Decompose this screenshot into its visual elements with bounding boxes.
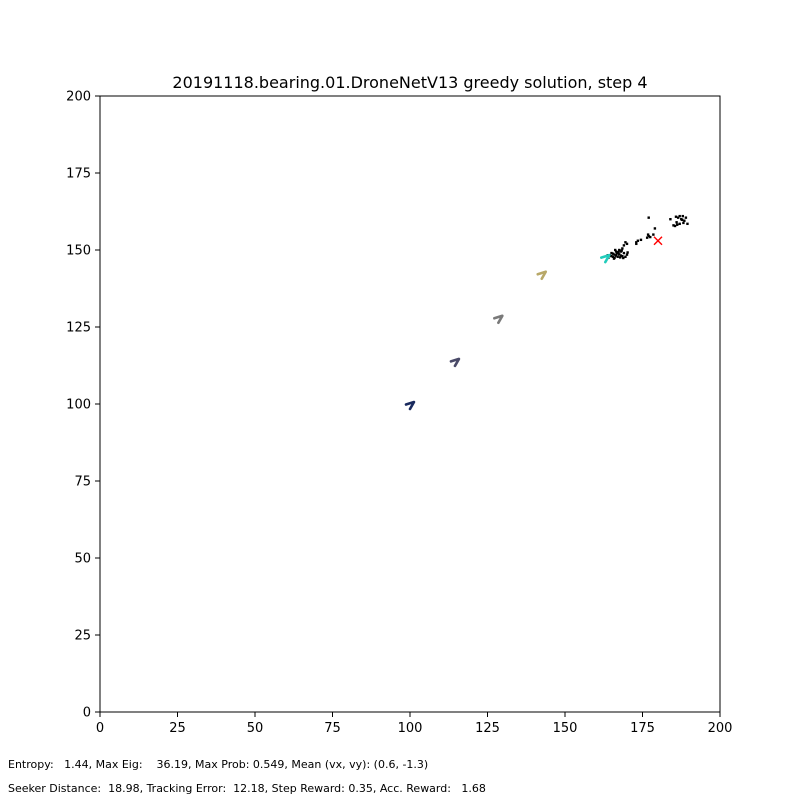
- y-tick-label: 150: [66, 244, 91, 259]
- particle-point: [673, 224, 677, 228]
- particle-point: [619, 254, 622, 257]
- seeker-position-marker: [600, 253, 611, 264]
- x-tick-label: 75: [324, 721, 341, 736]
- y-tick-label: 25: [74, 629, 91, 644]
- particle-point: [647, 216, 650, 219]
- particle-point: [617, 250, 620, 254]
- y-tick-label: 75: [74, 475, 91, 490]
- particle-point: [646, 233, 650, 236]
- particle-point: [622, 251, 626, 255]
- x-tick-label: 200: [708, 721, 733, 736]
- particle-point: [621, 247, 624, 250]
- x-tick-label: 25: [169, 721, 186, 736]
- x-tick-label: 100: [398, 721, 423, 736]
- seeker-position-marker: [493, 314, 504, 325]
- y-axis: 0 25 50 75 100 125 150 175 200: [66, 90, 100, 721]
- target-marker: [653, 236, 663, 246]
- particle-point: [682, 221, 685, 225]
- particle-point: [635, 241, 638, 244]
- particle-point: [676, 223, 679, 226]
- seeker-position-marker: [449, 357, 461, 368]
- particle-point: [625, 253, 629, 256]
- target-x-stroke: [653, 236, 663, 246]
- particle-point: [620, 249, 623, 252]
- particle-point: [616, 255, 619, 258]
- stats-line-entropy: Entropy: 1.44, Max Eig: 36.19, Max Prob:…: [8, 758, 429, 771]
- particle-point: [676, 216, 680, 219]
- x-tick-label: 50: [247, 721, 264, 736]
- x-tick-label: 150: [553, 721, 578, 736]
- particle-point: [624, 255, 627, 258]
- y-tick-label: 125: [66, 321, 91, 336]
- x-tick-label: 175: [630, 721, 655, 736]
- seeker-path: [404, 253, 611, 411]
- particle-point: [686, 222, 689, 226]
- particle-point: [681, 214, 684, 218]
- particle-point: [652, 233, 655, 236]
- particle-point: [625, 242, 629, 246]
- particle-point: [678, 222, 681, 226]
- particle-point: [611, 252, 615, 255]
- chart-title: 20191118.bearing.01.DroneNetV13 greedy s…: [172, 73, 647, 92]
- particle-point: [611, 255, 615, 258]
- particle-point: [618, 248, 621, 252]
- seeker-position-marker: [404, 400, 416, 411]
- particle-point: [674, 215, 678, 218]
- x-tick-label: 0: [96, 721, 104, 736]
- particle-point: [635, 242, 638, 246]
- particle-point: [675, 221, 678, 224]
- particle-point: [612, 257, 616, 260]
- particle-point: [615, 252, 619, 255]
- particle-point: [622, 244, 626, 247]
- particle-point: [621, 254, 624, 258]
- y-tick-label: 0: [83, 706, 91, 721]
- particle-point: [622, 256, 625, 260]
- particle-point: [618, 256, 622, 259]
- y-tick-label: 50: [74, 552, 91, 567]
- particle-point: [636, 239, 640, 242]
- particle-point: [678, 214, 681, 218]
- particle-point: [613, 253, 616, 256]
- particle-point: [683, 219, 686, 222]
- particle-point: [614, 250, 618, 253]
- particle-point: [610, 254, 613, 258]
- particle-point: [614, 248, 617, 252]
- particle-point: [645, 236, 649, 239]
- particle-cloud: [606, 214, 689, 260]
- stats-line-reward: Seeker Distance: 18.98, Tracking Error: …: [8, 782, 486, 795]
- particle-point: [626, 251, 629, 254]
- particle-point: [639, 238, 643, 242]
- particle-point: [624, 241, 627, 244]
- particle-point: [669, 218, 672, 221]
- particle-point: [649, 235, 652, 239]
- particle-point: [672, 224, 675, 227]
- particle-point: [684, 216, 688, 219]
- particle-point: [618, 253, 621, 256]
- particle-point: [680, 218, 684, 222]
- particle-point: [610, 251, 613, 255]
- y-tick-label: 200: [66, 90, 91, 105]
- y-tick-label: 175: [66, 167, 91, 182]
- particle-point: [653, 227, 657, 230]
- x-axis: 0 25 50 75 100 125 150 175 200: [96, 712, 733, 736]
- seeker-position-marker: [536, 270, 548, 281]
- y-tick-label: 100: [66, 398, 91, 413]
- x-tick-label: 125: [475, 721, 500, 736]
- particle-point: [647, 234, 650, 238]
- particle-point: [614, 254, 618, 257]
